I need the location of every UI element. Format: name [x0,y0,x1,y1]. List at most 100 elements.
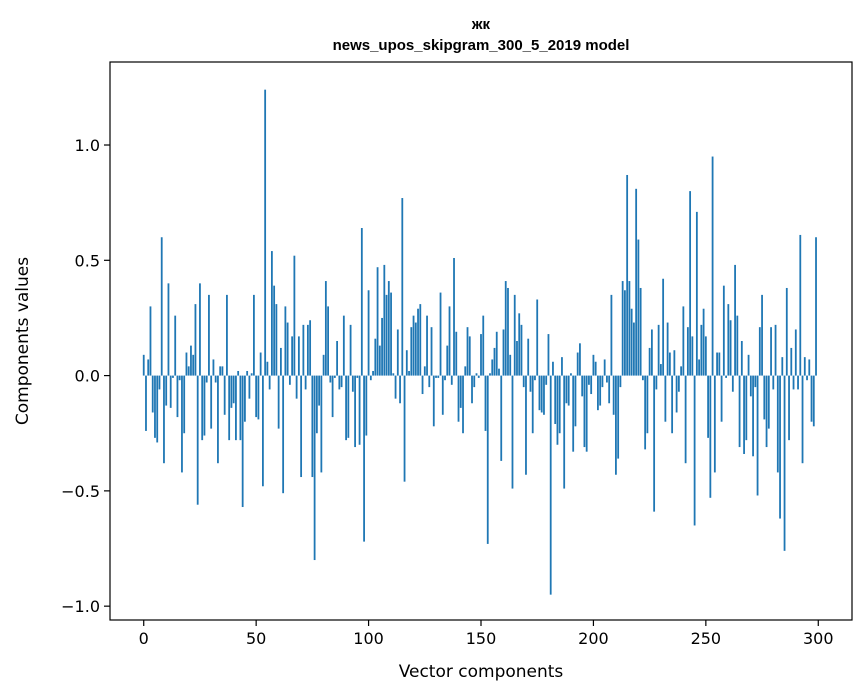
bar-276 [763,375,766,420]
bar-94 [354,375,356,448]
bar-12 [169,375,172,408]
bar-273 [756,375,759,496]
bar-225 [648,347,651,376]
bar-125 [423,366,426,376]
bar-221 [639,287,642,376]
bar-89 [342,315,345,376]
bar-186 [561,357,563,376]
bar-277 [765,375,768,448]
bar-227 [653,375,656,512]
bar-176 [538,375,541,411]
bar-179 [545,375,548,385]
bar-158 [498,368,500,376]
bar-56 [268,375,271,390]
bar-187 [563,375,566,489]
bar-52 [259,352,262,376]
bar-119 [410,327,413,376]
bar-184 [556,375,559,445]
bar-248 [700,324,703,376]
bar-82 [327,306,329,376]
bar-72 [304,375,307,390]
bar-40 [232,375,235,404]
bar-83 [329,375,332,383]
bar-141 [459,375,462,408]
bar-115 [401,198,404,376]
bar-253 [711,156,714,376]
bar-153 [486,375,489,544]
bar-143 [464,366,467,376]
bar-77 [315,375,318,434]
bar-135 [446,345,449,376]
bar-298 [812,375,815,427]
bar-99 [365,375,368,436]
bar-21 [190,345,192,376]
bar-234 [668,352,671,376]
bar-33 [217,375,219,464]
bar-121 [414,322,417,376]
bar-46 [246,370,249,376]
bar-214 [624,290,626,376]
y-tick-label: 0.5 [75,251,100,270]
bar-171 [527,338,530,376]
bar-271 [752,375,754,457]
bar-247 [698,359,700,376]
bar-28 [205,375,208,383]
bar-51 [257,375,260,420]
bar-288 [790,347,793,376]
bar-24 [196,375,199,505]
x-tick-label: 0 [139,629,149,648]
bar-104 [376,267,379,376]
bar-218 [633,322,635,376]
bar-278 [767,375,770,429]
y-tick-label: 1.0 [75,136,100,155]
bar-86 [336,341,338,376]
bar-116 [403,375,406,482]
bar-210 [615,375,617,475]
bar-122 [417,308,419,376]
bar-128 [430,327,433,376]
bar-127 [428,375,431,388]
bar-0 [142,354,145,376]
bar-series [142,89,817,595]
bar-279 [770,327,772,376]
bar-80 [322,354,325,376]
bar-147 [473,375,476,388]
bar-76 [313,375,316,561]
bar-11 [167,283,170,376]
bar-138 [453,257,455,376]
bar-299 [815,237,817,376]
bar-212 [619,375,622,388]
bar-139 [455,331,458,376]
bar-145 [468,336,471,376]
bar-19 [185,352,188,376]
bar-165 [513,294,516,376]
bar-275 [761,294,763,376]
bar-296 [808,359,811,376]
bar-297 [810,375,813,422]
bar-282 [776,375,779,473]
bar-189 [567,375,570,406]
bar-31 [212,359,215,376]
bar-235 [671,375,674,434]
bar-91 [347,375,350,438]
bar-280 [772,375,775,390]
bar-246 [695,211,698,376]
bar-230 [659,364,662,376]
bar-287 [788,375,790,441]
bar-209 [612,375,615,415]
bar-44 [241,375,244,508]
bar-262 [731,375,734,392]
bar-98 [363,375,365,542]
bar-224 [646,375,649,434]
bar-109 [387,281,390,376]
bar-254 [713,375,716,473]
bar-163 [509,354,512,376]
bar-197 [585,375,588,452]
bar-292 [799,234,802,376]
bar-136 [448,306,451,376]
bar-264 [736,315,739,376]
bar-180 [547,334,550,376]
bar-185 [558,375,561,434]
bar-231 [662,278,665,376]
bar-237 [675,375,678,413]
